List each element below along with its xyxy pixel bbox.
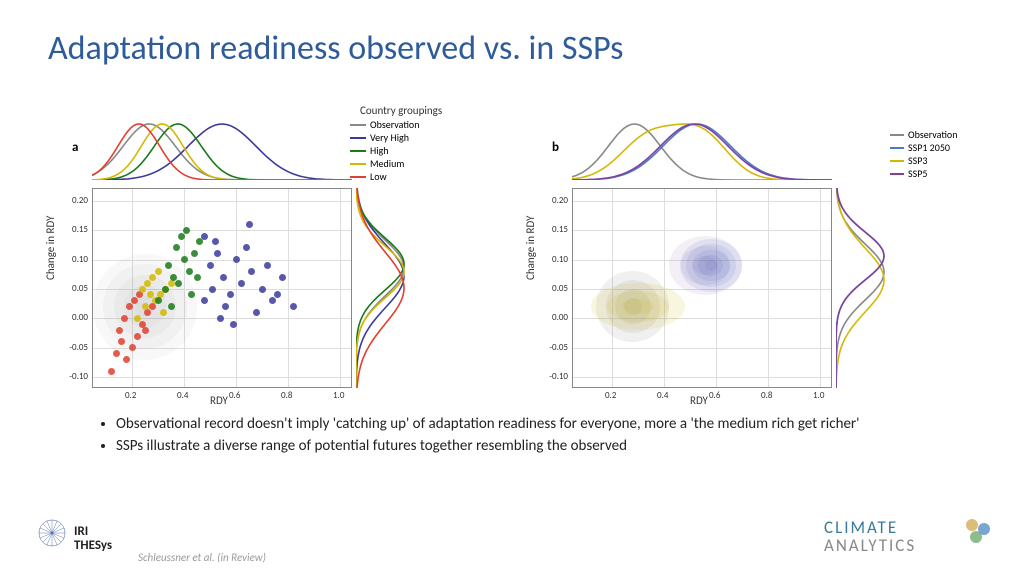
panel-a-legend-title: Country groupings xyxy=(360,104,442,117)
panel-a: a Country groupings ObservationVery High… xyxy=(50,110,500,400)
logo-climate-analytics: CLIMATE ANALYTICS xyxy=(824,517,994,562)
panel-b-scatter xyxy=(572,188,832,388)
charts-row: a Country groupings ObservationVery High… xyxy=(50,110,980,400)
panel-b-top-density xyxy=(572,120,832,180)
slide-title: Adaptation readiness observed vs. in SSP… xyxy=(48,28,623,69)
citation: Schleussner et al. (in Review) xyxy=(138,551,266,564)
panel-a-right-density xyxy=(356,188,408,388)
panel-a-top-density xyxy=(92,120,352,180)
panel-b-legend: ObservationSSP1 2050SSP3SSP5 xyxy=(890,128,957,180)
svg-text:IRI: IRI xyxy=(74,524,88,539)
panel-a-xlabel: RDY xyxy=(210,394,228,407)
panel-a-scatter xyxy=(92,188,352,388)
panel-a-legend: ObservationVery HighHighMediumLow xyxy=(350,118,419,183)
panel-a-label: a xyxy=(72,140,78,155)
logo-iri-thesys: IRI THESys xyxy=(32,517,122,566)
svg-text:ANALYTICS: ANALYTICS xyxy=(824,535,916,556)
panel-b-label: b xyxy=(552,140,559,155)
bullet-list: Observational record doesn't imply 'catc… xyxy=(100,415,910,459)
bullet-1: Observational record doesn't imply 'catc… xyxy=(116,415,910,433)
svg-text:THESys: THESys xyxy=(74,538,112,553)
panel-b-xlabel: RDY xyxy=(690,394,708,407)
panel-b-ylabel: Change in RDY xyxy=(524,216,537,280)
globe-icon: IRI THESys xyxy=(32,517,122,561)
panel-b-right-density xyxy=(836,188,888,388)
bullet-2: SSPs illustrate a diverse range of poten… xyxy=(116,437,910,455)
panel-a-ylabel: Change in RDY xyxy=(44,216,57,280)
panel-b: b ObservationSSP1 2050SSP3SSP5 Change in… xyxy=(530,110,980,400)
